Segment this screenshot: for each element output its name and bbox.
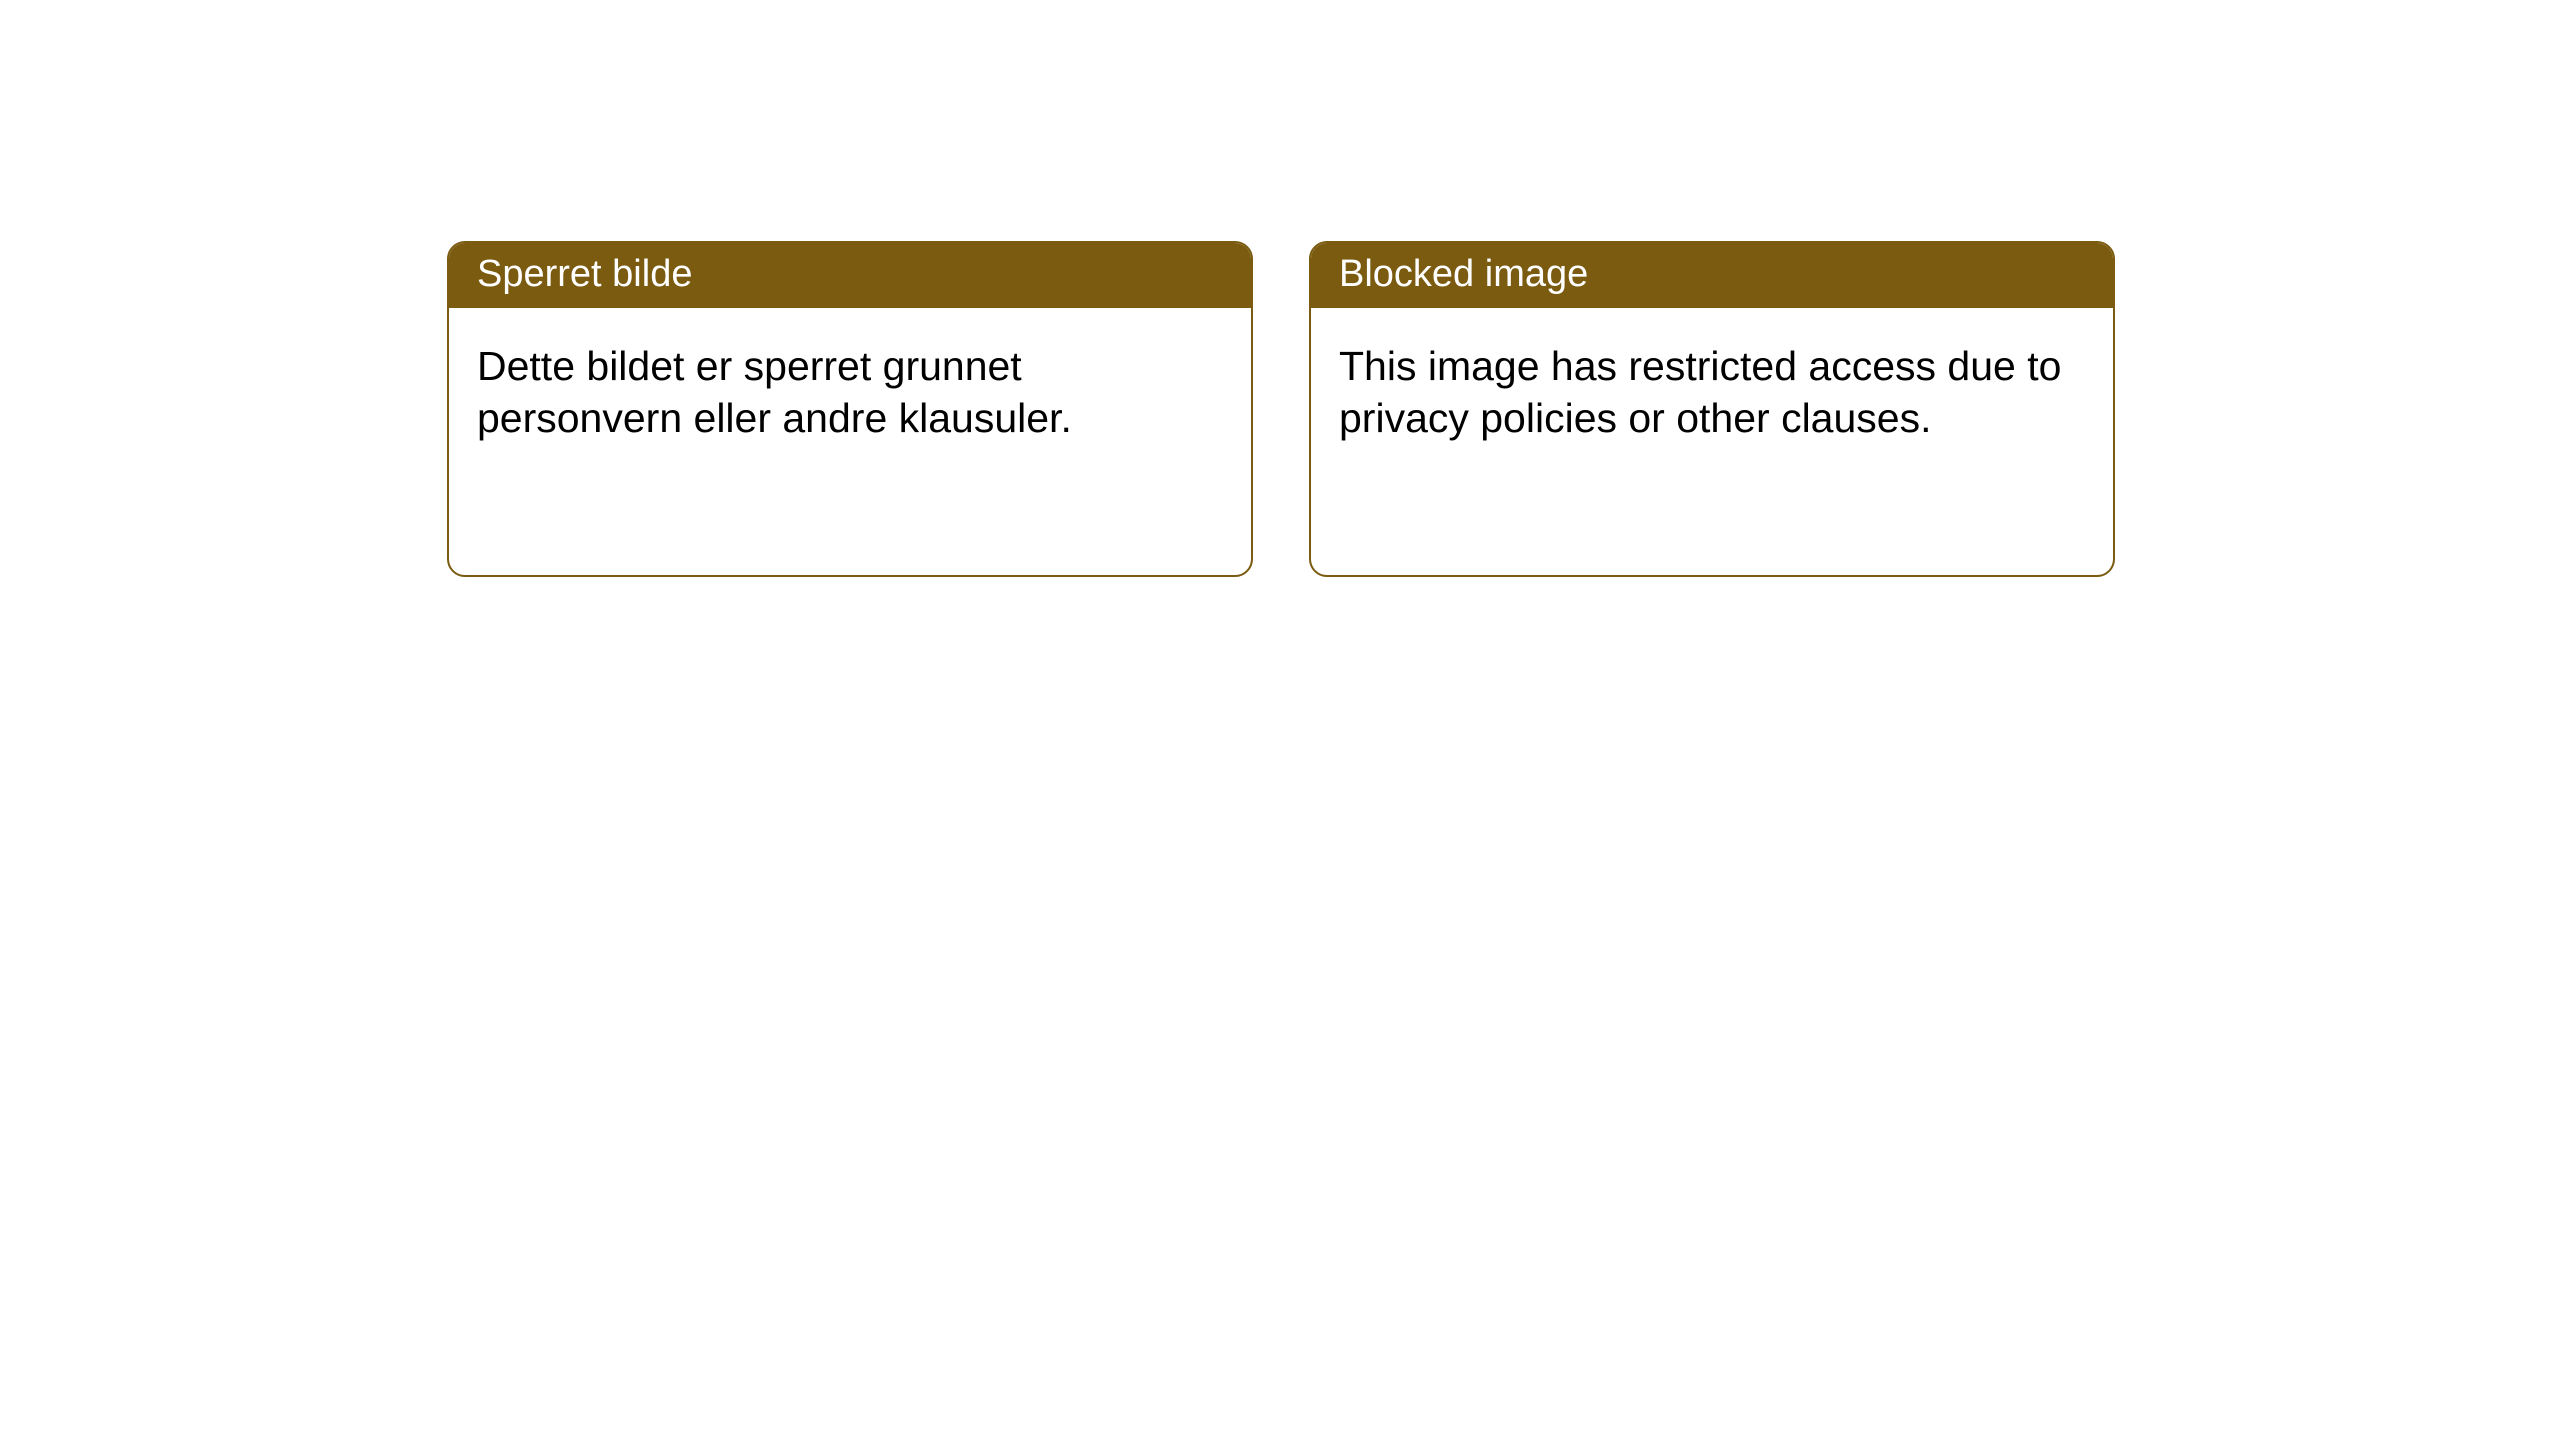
card-title: Sperret bilde xyxy=(449,243,1251,308)
notice-card-english: Blocked image This image has restricted … xyxy=(1309,241,2115,577)
notice-card-norwegian: Sperret bilde Dette bildet er sperret gr… xyxy=(447,241,1253,577)
notice-container: Sperret bilde Dette bildet er sperret gr… xyxy=(447,241,2115,577)
card-body-text: This image has restricted access due to … xyxy=(1311,308,2113,477)
card-body-text: Dette bildet er sperret grunnet personve… xyxy=(449,308,1251,477)
card-title: Blocked image xyxy=(1311,243,2113,308)
